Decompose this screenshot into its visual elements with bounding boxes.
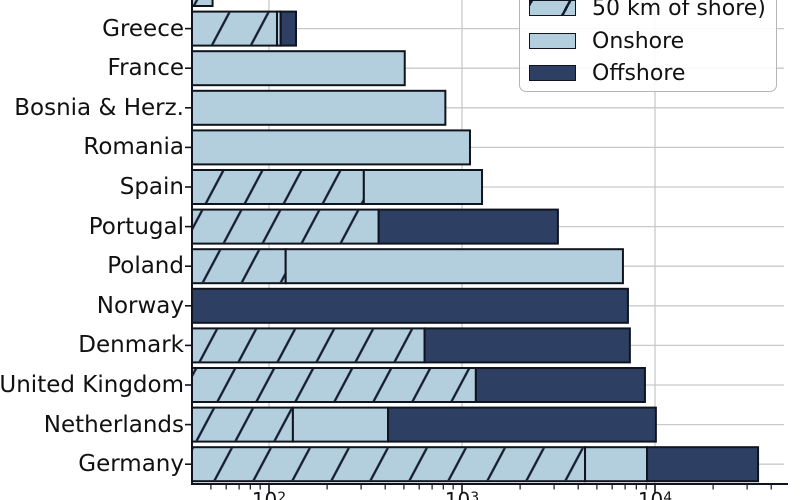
legend-label-coastal: 50 km of shore): [592, 0, 766, 21]
x-tick-label-10e3: 103: [444, 488, 480, 500]
country-label-poland: Poland: [107, 253, 184, 280]
bar-segment-Poland-onshore: [284, 248, 624, 285]
country-label-romania: Romania: [83, 134, 184, 161]
legend-label-offshore: Offshore: [592, 60, 686, 86]
country-label-norway: Norway: [96, 292, 184, 319]
bars: [191, 0, 760, 483]
bar-segment-Portugal-offshore: [377, 208, 559, 245]
legend-entry-offshore: Offshore: [529, 60, 686, 86]
legend-entry-onshore: Onshore: [529, 28, 685, 54]
x-tick-label-10e4: 104: [637, 488, 673, 500]
hatch-overlay: [193, 369, 475, 401]
hatch-overlay: [193, 0, 212, 5]
hatch-overlay: [193, 408, 292, 441]
bar-segment-Greece-offshore: [279, 10, 297, 47]
bar-segment-Germany-offshore: [646, 446, 760, 483]
legend: 50 km of shore) Onshore Offshore: [519, 0, 777, 92]
bar-segment-Spain-onshore: [362, 169, 484, 205]
country-label-spain: Spain: [119, 174, 184, 200]
country-label-france: France: [107, 55, 184, 82]
country-label-portugal: Portugal: [88, 213, 184, 240]
hatch-overlay: [193, 329, 424, 362]
hatch-overlay: [193, 210, 378, 243]
bar-segment-United Kingdom-offshore: [474, 367, 646, 403]
hatch-overlay: [193, 448, 585, 481]
bar-segment-Norway-offshore: [191, 287, 629, 324]
country-label-bosnia-herz-: Bosnia & Herz.: [14, 94, 184, 121]
legend-swatch-hatched-icon: [529, 0, 576, 16]
country-label-greece: Greece: [102, 15, 184, 42]
country-label-netherlands: Netherlands: [43, 411, 184, 438]
bar-segment-France-onshore: [191, 50, 406, 87]
country-label-united-kingdom: United Kingdom: [0, 372, 184, 398]
country-label-germany: Germany: [78, 451, 184, 478]
legend-swatch-onshore-icon: [529, 33, 576, 49]
x-tick-label-10e2: 102: [251, 488, 287, 500]
hatch-overlay: [193, 12, 276, 45]
bar-segment-Denmark-offshore: [423, 327, 631, 364]
legend-entry-coastal: 50 km of shore): [529, 0, 766, 21]
bar-segment-Bosnia & Herz.-onshore: [191, 89, 447, 126]
bar-segment-Netherlands-offshore: [387, 406, 657, 443]
bar-segment-Romania-onshore: [191, 129, 471, 166]
country-label-denmark: Denmark: [78, 332, 184, 359]
hatch-overlay: [193, 250, 285, 283]
legend-swatch-offshore-icon: [529, 65, 576, 81]
axes: [185, 0, 788, 493]
hatch-overlay: [193, 171, 363, 203]
legend-label-onshore: Onshore: [592, 28, 685, 54]
bar-segment-Netherlands-onshore: [291, 406, 390, 443]
bar-segment-Germany-onshore: [584, 446, 649, 483]
